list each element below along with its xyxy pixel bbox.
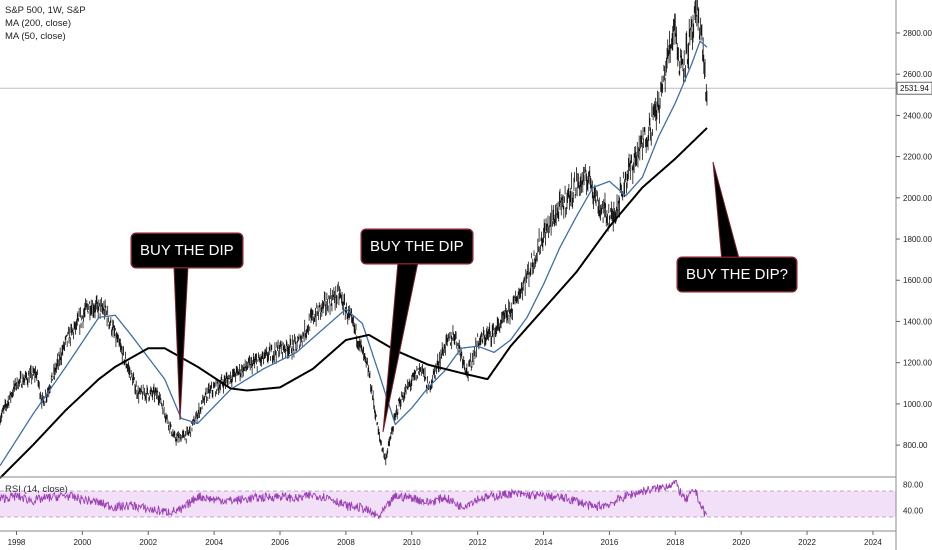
y-tick-label: 2800.00 [903,29,932,38]
last-price-label: 2531.94 [900,84,929,93]
x-tick-label: 2020 [732,538,750,547]
callout-buy-the-dip-2018: BUY THE DIP? [678,258,796,291]
rsi-legend[interactable]: RSI (14, close) [5,484,68,495]
rsi-band-fill [0,491,896,517]
x-tick-label: 2014 [535,538,553,547]
y-tick-label: 1800.00 [903,235,932,244]
rsi-line [0,479,708,520]
ma200-line [0,127,708,479]
rsi-band [0,490,896,518]
x-tick-label: 2012 [469,538,487,547]
legend-symbol[interactable]: S&P 500, 1W, S&P [5,5,86,16]
callout-pointer [173,265,189,421]
legend-ma50[interactable]: MA (50, close) [5,31,66,42]
y-tick-label: 1600.00 [903,276,932,285]
rsi-tick-label: 80.00 [903,481,924,490]
legend: S&P 500, 1W, S&P MA (200, close) MA (50,… [5,4,86,43]
y-tick-label: 800.00 [903,441,928,450]
ma50-line [0,40,708,467]
callout-pointer [712,161,741,263]
x-tick-label: 2008 [337,538,355,547]
y-tick-label: 2400.00 [903,111,932,120]
series-layer [0,0,708,520]
callout-buy-the-dip-2008: BUY THE DIP [362,230,472,263]
x-tick-label: 1998 [8,538,26,547]
x-tick-label: 2018 [666,538,684,547]
x-tick-label: 2022 [798,538,816,547]
y-tick-label: 2600.00 [903,70,932,79]
x-tick-label: 2000 [73,538,91,547]
y-tick-label: 1000.00 [903,400,932,409]
rsi-tick-label: 40.00 [903,507,924,516]
x-tick-label: 2024 [864,538,882,547]
callout-arrows [173,161,741,433]
price-bars [0,0,708,466]
y-tick-label: 2000.00 [903,194,932,203]
callout-buy-the-dip-2002: BUY THE DIP [132,234,242,267]
y-tick-label: 1200.00 [903,359,932,368]
x-tick-label: 2002 [139,538,157,547]
y-tick-label: 2200.00 [903,153,932,162]
last-price-box [896,81,932,95]
legend-ma200[interactable]: MA (200, close) [5,18,71,29]
x-tick-label: 2006 [271,538,289,547]
x-tick-label: 2010 [403,538,421,547]
x-tick-label: 2004 [205,538,223,547]
x-tick-label: 2016 [601,538,619,547]
y-tick-label: 1400.00 [903,317,932,326]
